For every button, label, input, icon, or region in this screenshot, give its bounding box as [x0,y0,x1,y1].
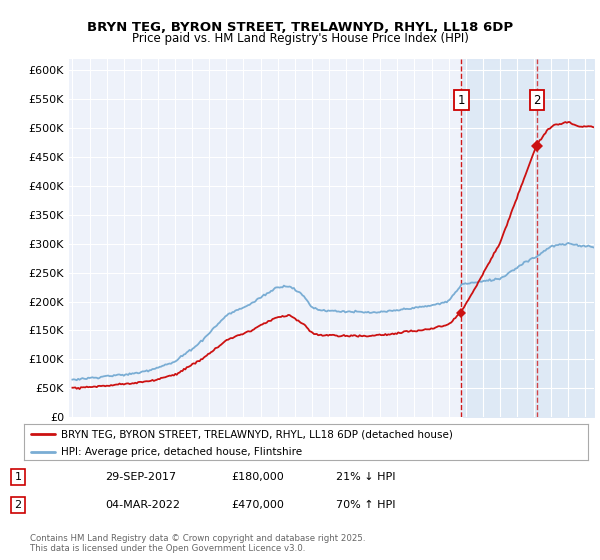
Text: 29-SEP-2017: 29-SEP-2017 [105,472,176,482]
Text: 2: 2 [533,94,541,106]
Text: £180,000: £180,000 [231,472,284,482]
Text: Price paid vs. HM Land Registry's House Price Index (HPI): Price paid vs. HM Land Registry's House … [131,32,469,45]
Text: 04-MAR-2022: 04-MAR-2022 [105,500,180,510]
Text: BRYN TEG, BYRON STREET, TRELAWNYD, RHYL, LL18 6DP (detached house): BRYN TEG, BYRON STREET, TRELAWNYD, RHYL,… [61,429,452,439]
Text: 1: 1 [458,94,465,106]
Text: 70% ↑ HPI: 70% ↑ HPI [336,500,395,510]
Text: HPI: Average price, detached house, Flintshire: HPI: Average price, detached house, Flin… [61,447,302,458]
Text: 2: 2 [14,500,22,510]
Text: £470,000: £470,000 [231,500,284,510]
Text: BRYN TEG, BYRON STREET, TRELAWNYD, RHYL, LL18 6DP: BRYN TEG, BYRON STREET, TRELAWNYD, RHYL,… [87,21,513,34]
Text: 1: 1 [14,472,22,482]
Text: Contains HM Land Registry data © Crown copyright and database right 2025.
This d: Contains HM Land Registry data © Crown c… [30,534,365,553]
Text: 21% ↓ HPI: 21% ↓ HPI [336,472,395,482]
